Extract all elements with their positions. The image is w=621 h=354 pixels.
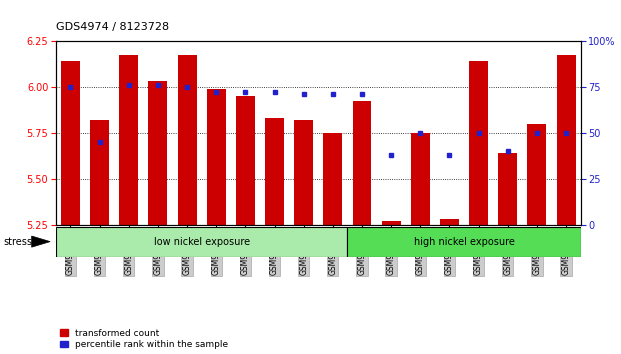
Text: low nickel exposure: low nickel exposure [153,236,250,247]
Bar [265,118,284,225]
Bar [61,61,80,225]
Bar [178,56,197,225]
Bar [440,219,459,225]
Bar [382,221,401,225]
Bar [527,124,546,225]
Bar [324,133,342,225]
Bar [236,96,255,225]
Bar [148,81,168,225]
Legend: transformed count, percentile rank within the sample: transformed count, percentile rank withi… [60,329,228,349]
Text: stress: stress [3,236,32,247]
Bar [119,56,138,225]
Bar [411,133,430,225]
Bar [90,120,109,225]
Bar [556,56,576,225]
Bar [469,61,488,225]
Bar [294,120,313,225]
Bar [207,88,225,225]
Bar [347,227,581,257]
Polygon shape [32,236,50,247]
Bar [353,102,371,225]
Bar [56,227,347,257]
Bar [498,153,517,225]
Text: high nickel exposure: high nickel exposure [414,236,514,247]
Text: GDS4974 / 8123728: GDS4974 / 8123728 [56,22,169,32]
